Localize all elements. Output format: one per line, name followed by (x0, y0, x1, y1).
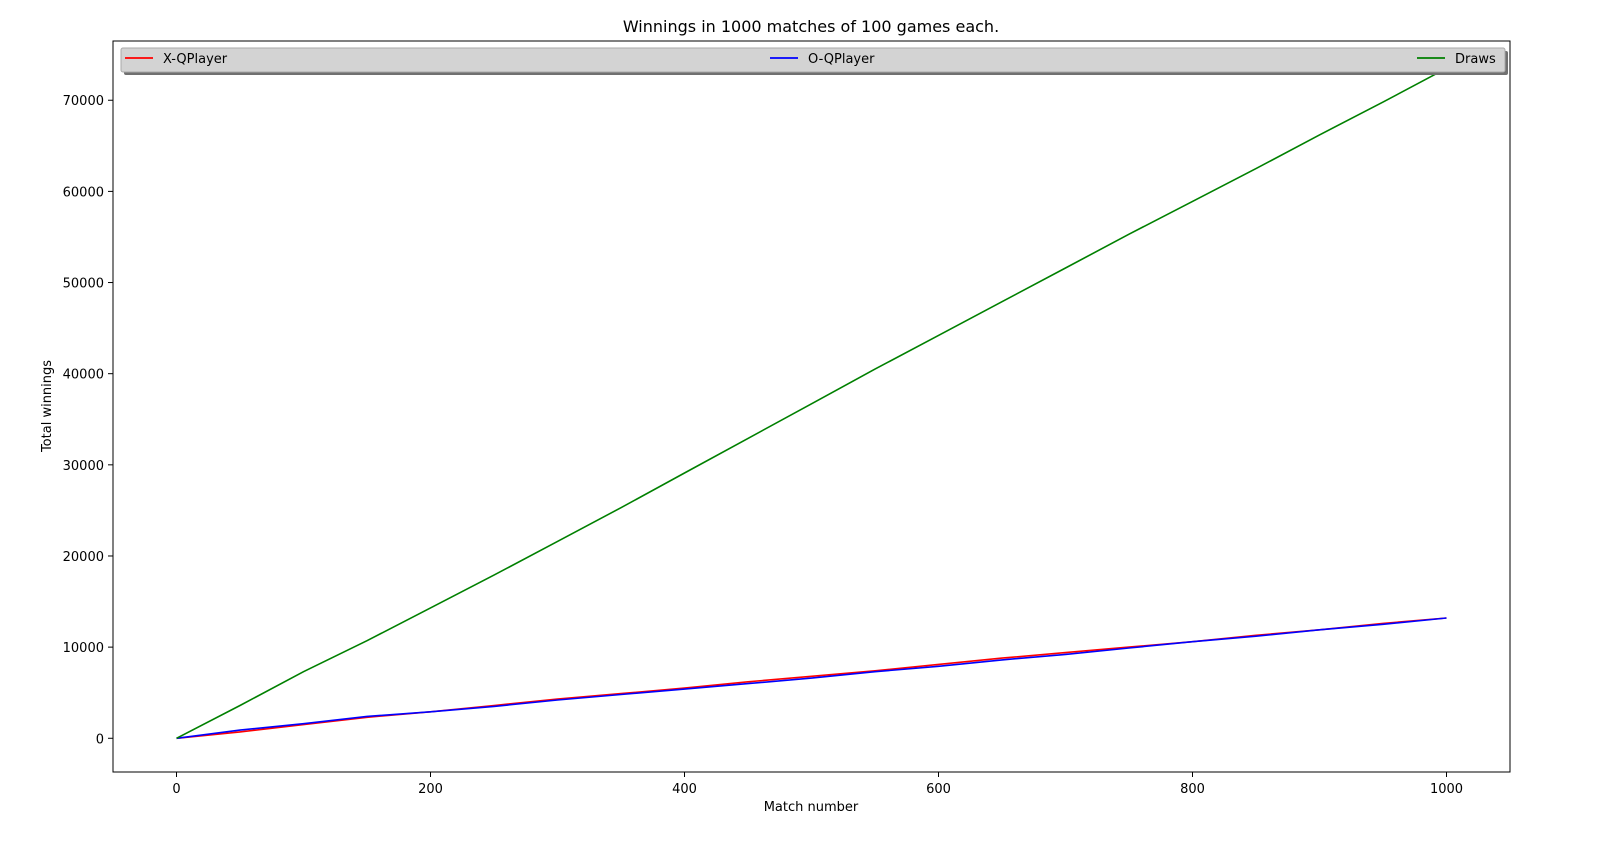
x-tick-label: 600 (926, 782, 951, 797)
x-tick-label: 800 (1180, 782, 1205, 797)
legend-box (120, 47, 1506, 73)
x-tick-label: 200 (418, 782, 443, 797)
x-tick-label: 400 (672, 782, 697, 797)
y-tick-label: 0 (96, 732, 104, 747)
series-line-1 (176, 617, 1447, 740)
x-axis-label: Match number (764, 800, 859, 815)
x-tick-label: 1000 (1430, 782, 1463, 797)
y-tick-label: 60000 (63, 185, 104, 200)
y-tick-label: 40000 (63, 368, 104, 383)
y-tick-label: 50000 (63, 277, 104, 292)
legend-label-2: Draws (1455, 52, 1496, 67)
legend-label-1: O-QPlayer (808, 52, 875, 67)
y-axis: 0 10000 20000 30000 40000 50000 60000 70000 (63, 94, 113, 747)
y-axis-label: Total winnings (40, 360, 55, 453)
y-tick-label: 10000 (63, 641, 104, 656)
series-line-2 (176, 67, 1447, 740)
y-tick-label: 70000 (63, 94, 104, 109)
x-tick-label: 0 (172, 782, 180, 797)
chart-title: Winnings in 1000 matches of 100 games ea… (623, 17, 999, 36)
legend: X-QPlayer O-QPlayer Draws (120, 47, 1508, 75)
y-tick-label: 20000 (63, 550, 104, 565)
series-layer (176, 67, 1447, 740)
y-tick-label: 30000 (63, 459, 104, 474)
legend-label-0: X-QPlayer (163, 52, 228, 67)
x-axis: 0 200 400 600 800 1000 (172, 772, 1463, 797)
